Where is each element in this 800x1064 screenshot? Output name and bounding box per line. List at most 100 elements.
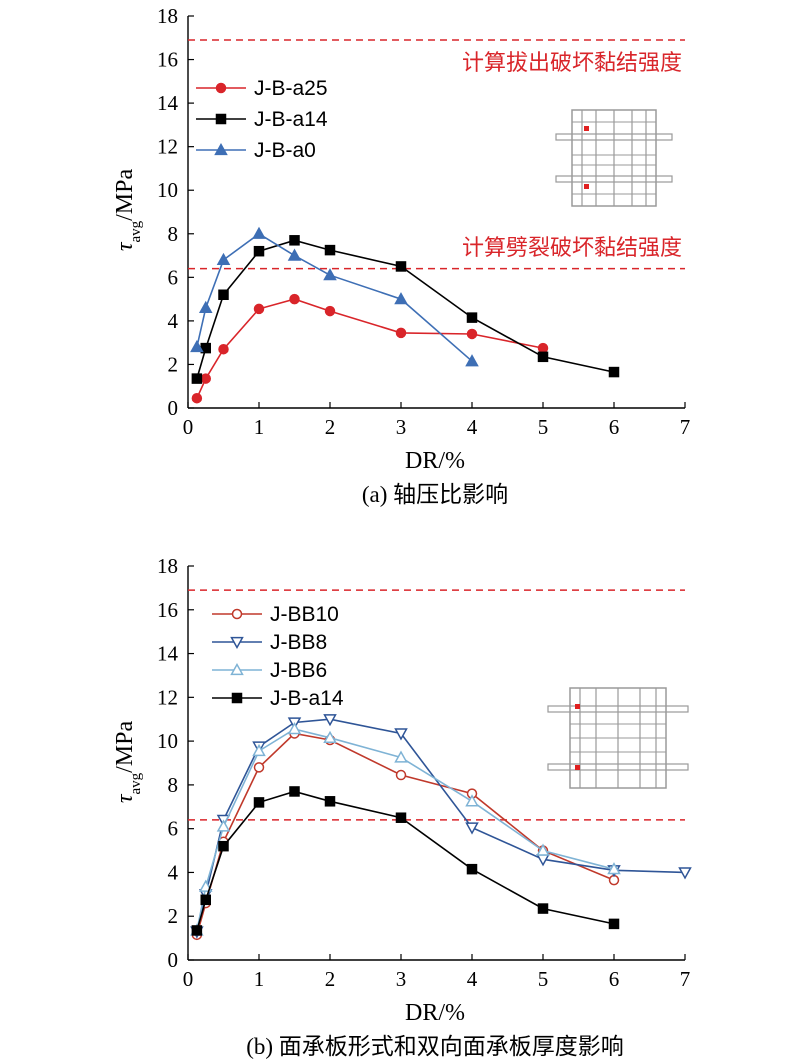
data-point (323, 268, 337, 281)
splitting-strength-annotation: 计算劈裂破坏黏结强度 (462, 236, 682, 261)
data-point (191, 373, 203, 384)
series-line (196, 239, 615, 379)
data-point (191, 925, 203, 936)
data-point (678, 867, 692, 880)
y-tick-label: 6 (168, 817, 179, 841)
data-point (253, 303, 265, 315)
data-point (608, 366, 620, 378)
y-axis-label-unit: /MPa (112, 169, 138, 221)
series-line (196, 718, 686, 932)
y-tick-label: 0 (168, 396, 179, 420)
data-point (395, 261, 407, 272)
data-point (466, 863, 478, 875)
x-tick-label: 3 (396, 967, 407, 991)
data-point (191, 392, 203, 404)
y-tick-label: 12 (157, 135, 178, 159)
data-point (287, 248, 302, 261)
y-axis-label-symbol: τ (112, 241, 138, 251)
specimen-sketch (555, 109, 673, 207)
y-tick-label: 4 (168, 309, 179, 333)
y-tick-label: 8 (168, 222, 179, 246)
legend-label: J-BB8 (270, 631, 327, 654)
y-axis-label-symbol: τ (112, 793, 138, 803)
data-point (289, 235, 300, 246)
y-axis-label-subscript: avg (128, 772, 144, 794)
panel-caption: (b) 面承板形式和双向面承板厚度影响 (246, 1034, 624, 1059)
legend-marker (214, 142, 228, 156)
y-tick-label: 18 (157, 4, 178, 28)
legend-marker (215, 113, 227, 125)
x-tick-label: 6 (609, 967, 620, 991)
data-point (536, 843, 550, 856)
data-point (537, 903, 549, 914)
y-tick-label: 10 (157, 178, 178, 202)
x-tick-label: 6 (609, 415, 620, 439)
pullout-strength-annotation: 计算拔出破坏黏结强度 (462, 51, 682, 76)
data-point (323, 714, 337, 727)
legend-marker (230, 662, 244, 676)
data-point (252, 743, 266, 757)
svg-text:τavg/MPa: τavg/MPa (112, 721, 144, 804)
data-point (198, 300, 213, 313)
x-axis-label: DR/% (405, 1000, 465, 1026)
data-point (289, 293, 300, 305)
legend-marker (215, 82, 227, 94)
data-point (190, 339, 204, 353)
data-point (607, 862, 621, 875)
y-tick-label: 2 (168, 352, 179, 376)
x-tick-label: 1 (254, 415, 265, 439)
x-tick-label: 0 (183, 967, 194, 991)
legend-marker (230, 636, 244, 650)
y-tick-label: 8 (168, 773, 179, 797)
y-axis-label: τavg/MPa (112, 169, 144, 252)
chart-panel-b: τavg/MPa DR/% (b) 面承板形式和双向面承板厚度影响 0 2 4 6 8 1… (112, 554, 692, 1059)
x-tick-label: 0 (183, 415, 194, 439)
data-point (218, 840, 229, 852)
data-point (324, 796, 336, 807)
data-point (537, 342, 549, 354)
x-tick-label: 1 (254, 967, 265, 991)
data-point (218, 343, 229, 355)
data-point (218, 289, 229, 301)
data-point (394, 728, 408, 741)
y-tick-label: 18 (157, 554, 178, 578)
data-point (465, 822, 479, 835)
data-point (465, 354, 479, 367)
x-tick-label: 7 (680, 967, 691, 991)
y-tick-label: 16 (157, 48, 178, 72)
data-point (395, 812, 407, 823)
data-point (252, 226, 266, 239)
data-point (253, 245, 265, 257)
data-point (466, 328, 478, 340)
legend-label: J-B-a14 (254, 108, 328, 131)
data-point (608, 918, 620, 930)
y-tick-label: 16 (157, 598, 178, 622)
legend-label: J-B-a14 (270, 687, 344, 710)
y-tick-label: 10 (157, 729, 178, 753)
data-point (253, 797, 265, 808)
x-tick-label: 4 (467, 967, 478, 991)
data-point (395, 769, 407, 781)
data-point (394, 750, 408, 763)
data-point (200, 373, 211, 384)
legend-label: J-BB6 (270, 659, 327, 682)
data-point (198, 879, 213, 892)
panel-caption: (a) 轴压比影响 (362, 482, 508, 507)
y-tick-label: 12 (157, 685, 178, 709)
data-point (537, 351, 549, 363)
y-tick-label: 0 (168, 948, 179, 972)
x-tick-label: 5 (538, 415, 549, 439)
specimen-sketch (547, 687, 689, 789)
data-point (324, 305, 336, 317)
data-point (465, 794, 479, 807)
series-line (196, 790, 615, 931)
series-line (196, 298, 544, 399)
y-axis-label: τavg/MPa (112, 721, 144, 804)
data-point (289, 786, 300, 797)
data-point (324, 244, 336, 256)
x-tick-label: 5 (538, 967, 549, 991)
x-tick-label: 3 (396, 415, 407, 439)
x-tick-label: 4 (467, 415, 478, 439)
series-line (196, 728, 615, 931)
